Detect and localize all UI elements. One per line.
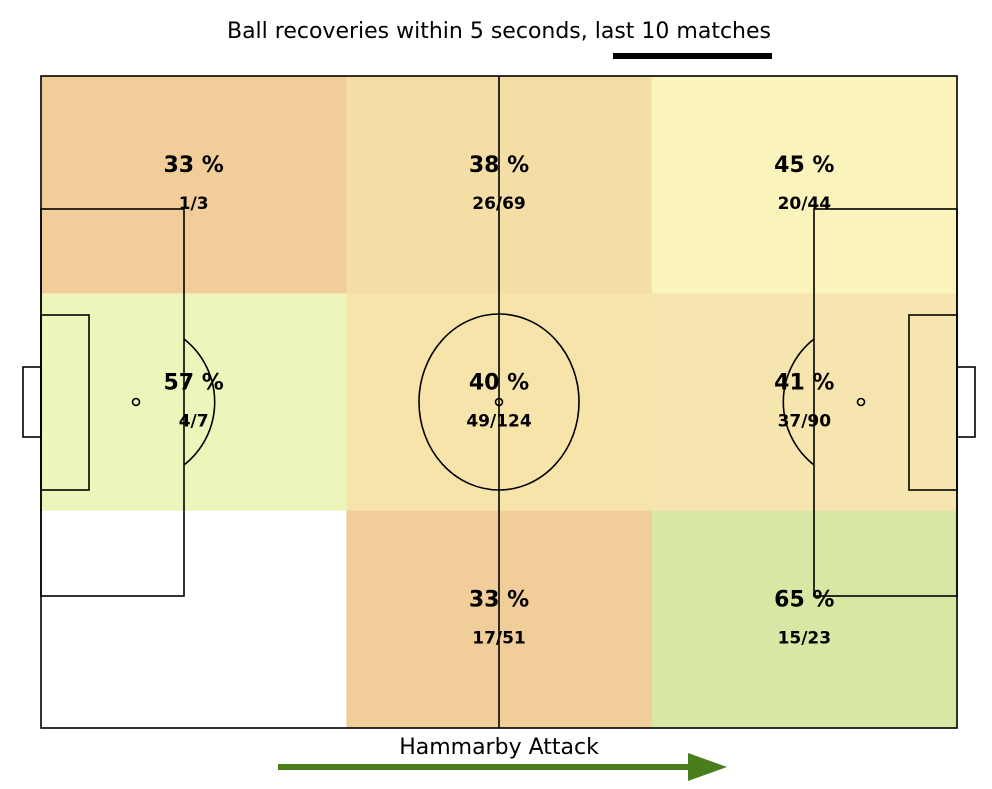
center-circle — [418, 313, 580, 491]
right-penalty-spot — [856, 397, 866, 407]
cell-percent-label: 65 % — [774, 588, 834, 613]
cell-fraction-label: 20/44 — [778, 194, 832, 214]
cell-percent-label: 33 % — [164, 153, 224, 178]
left-goal — [22, 366, 42, 438]
cell-fraction-label: 15/23 — [778, 629, 832, 649]
cell-percent-label: 38 % — [469, 153, 529, 178]
cell-fraction-label: 1/3 — [179, 194, 209, 214]
cell-percent-label: 41 % — [774, 370, 834, 395]
heatmap-cell — [41, 510, 347, 729]
cell-percent-label: 45 % — [774, 153, 834, 178]
heatmap-cell — [41, 76, 347, 294]
right-goal — [956, 366, 976, 438]
left-penalty-arc — [183, 338, 216, 466]
right-penalty-arc — [782, 338, 815, 466]
chart-title: Ball recoveries within 5 seconds, last 1… — [227, 19, 771, 44]
attack-direction-arrow — [278, 753, 727, 781]
cell-percent-label: 33 % — [469, 588, 529, 613]
cell-fraction-label: 4/7 — [179, 411, 209, 431]
left-penalty-spot — [131, 397, 141, 407]
heatmap-cell — [651, 510, 958, 729]
attack-direction-label: Hammarby Attack — [399, 735, 599, 760]
pitch-markings — [22, 75, 976, 729]
heatmap-cell — [651, 293, 958, 512]
cell-labels: 33 % 1/3 38 % 26/69 45 % 20/44 57 % 4/7 40 % 49/1… — [164, 153, 835, 649]
cell-percent-label: 57 % — [164, 370, 224, 395]
cell-fraction-label: 17/51 — [472, 629, 526, 649]
heatmap-cell — [651, 76, 958, 294]
cell-percent-label: 40 % — [469, 370, 529, 395]
cell-fraction-label: 37/90 — [778, 411, 832, 431]
arrow-head-icon — [688, 753, 727, 781]
heatmap-cell — [41, 293, 347, 512]
cell-fraction-label: 26/69 — [472, 194, 526, 214]
cell-fraction-label: 49/124 — [466, 411, 532, 431]
center-spot — [494, 397, 504, 407]
